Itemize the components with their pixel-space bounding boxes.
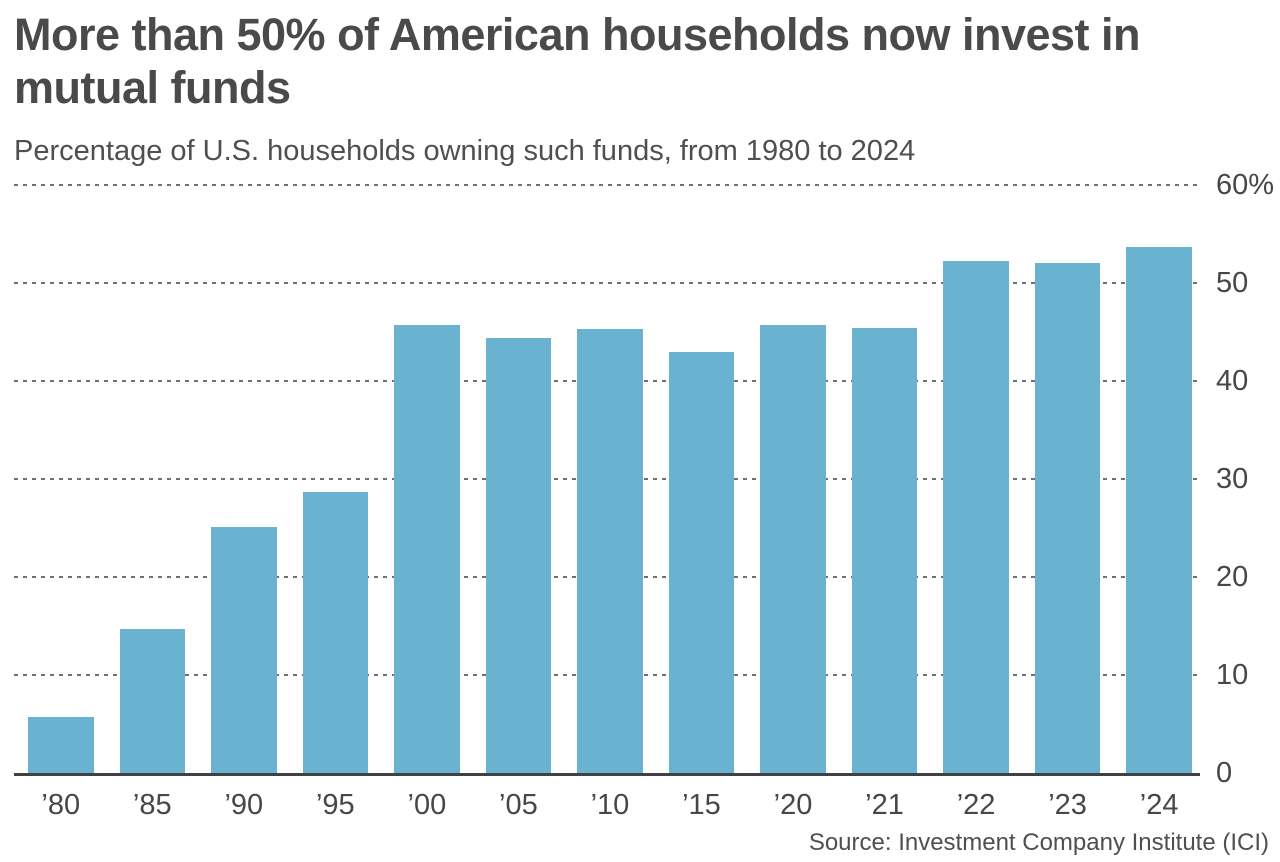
x-tick-label: ’00 bbox=[407, 789, 447, 821]
chart-subtitle: Percentage of U.S. households owning suc… bbox=[14, 135, 916, 167]
y-tick-label: 60% bbox=[1216, 169, 1275, 201]
x-tick-label: ’23 bbox=[1048, 789, 1087, 821]
x-tick-label: ’80 bbox=[41, 789, 81, 821]
bar bbox=[760, 325, 826, 773]
bar bbox=[1034, 263, 1101, 773]
bar bbox=[211, 527, 277, 773]
bar bbox=[28, 717, 94, 773]
gridline bbox=[14, 282, 1200, 284]
x-tick-label: ’24 bbox=[1139, 789, 1179, 821]
bar bbox=[577, 329, 643, 773]
x-tick-label: ’20 bbox=[773, 789, 813, 821]
y-tick-label: 30 bbox=[1216, 463, 1249, 495]
x-tick-label: ’22 bbox=[956, 789, 996, 821]
y-tick-label: 20 bbox=[1216, 561, 1249, 593]
bar bbox=[302, 491, 369, 773]
bar bbox=[119, 628, 186, 773]
y-tick-label: 40 bbox=[1216, 365, 1249, 397]
bar bbox=[851, 328, 918, 773]
bar bbox=[485, 337, 552, 773]
x-tick-label: ’05 bbox=[499, 789, 538, 821]
x-tick-label: ’21 bbox=[865, 789, 904, 821]
chart-title: More than 50% of American households now… bbox=[14, 9, 1141, 113]
y-tick-label: 50 bbox=[1216, 267, 1249, 299]
source-note: Source: Investment Company Institute (IC… bbox=[808, 829, 1269, 856]
x-tick-label: ’90 bbox=[224, 789, 264, 821]
bar bbox=[394, 325, 460, 773]
x-tick-label: ’15 bbox=[682, 789, 721, 821]
y-tick-label: 10 bbox=[1216, 659, 1249, 691]
bar-series bbox=[28, 185, 1192, 773]
x-tick-label: ’10 bbox=[590, 789, 630, 821]
x-axis-line bbox=[14, 773, 1200, 776]
gridline bbox=[14, 184, 1200, 186]
y-tick-label: 0 bbox=[1216, 757, 1233, 789]
x-axis-labels: ’80 ’85 ’90 ’95 ’00 ’05 ’10 ’15 ’20 ’21 ’22 ’23 ’24 bbox=[28, 789, 1192, 822]
x-tick-label: ’95 bbox=[315, 789, 355, 821]
bar bbox=[943, 260, 1009, 773]
bar bbox=[1126, 246, 1192, 773]
bar bbox=[668, 351, 735, 773]
x-tick-label: ’85 bbox=[132, 789, 172, 821]
